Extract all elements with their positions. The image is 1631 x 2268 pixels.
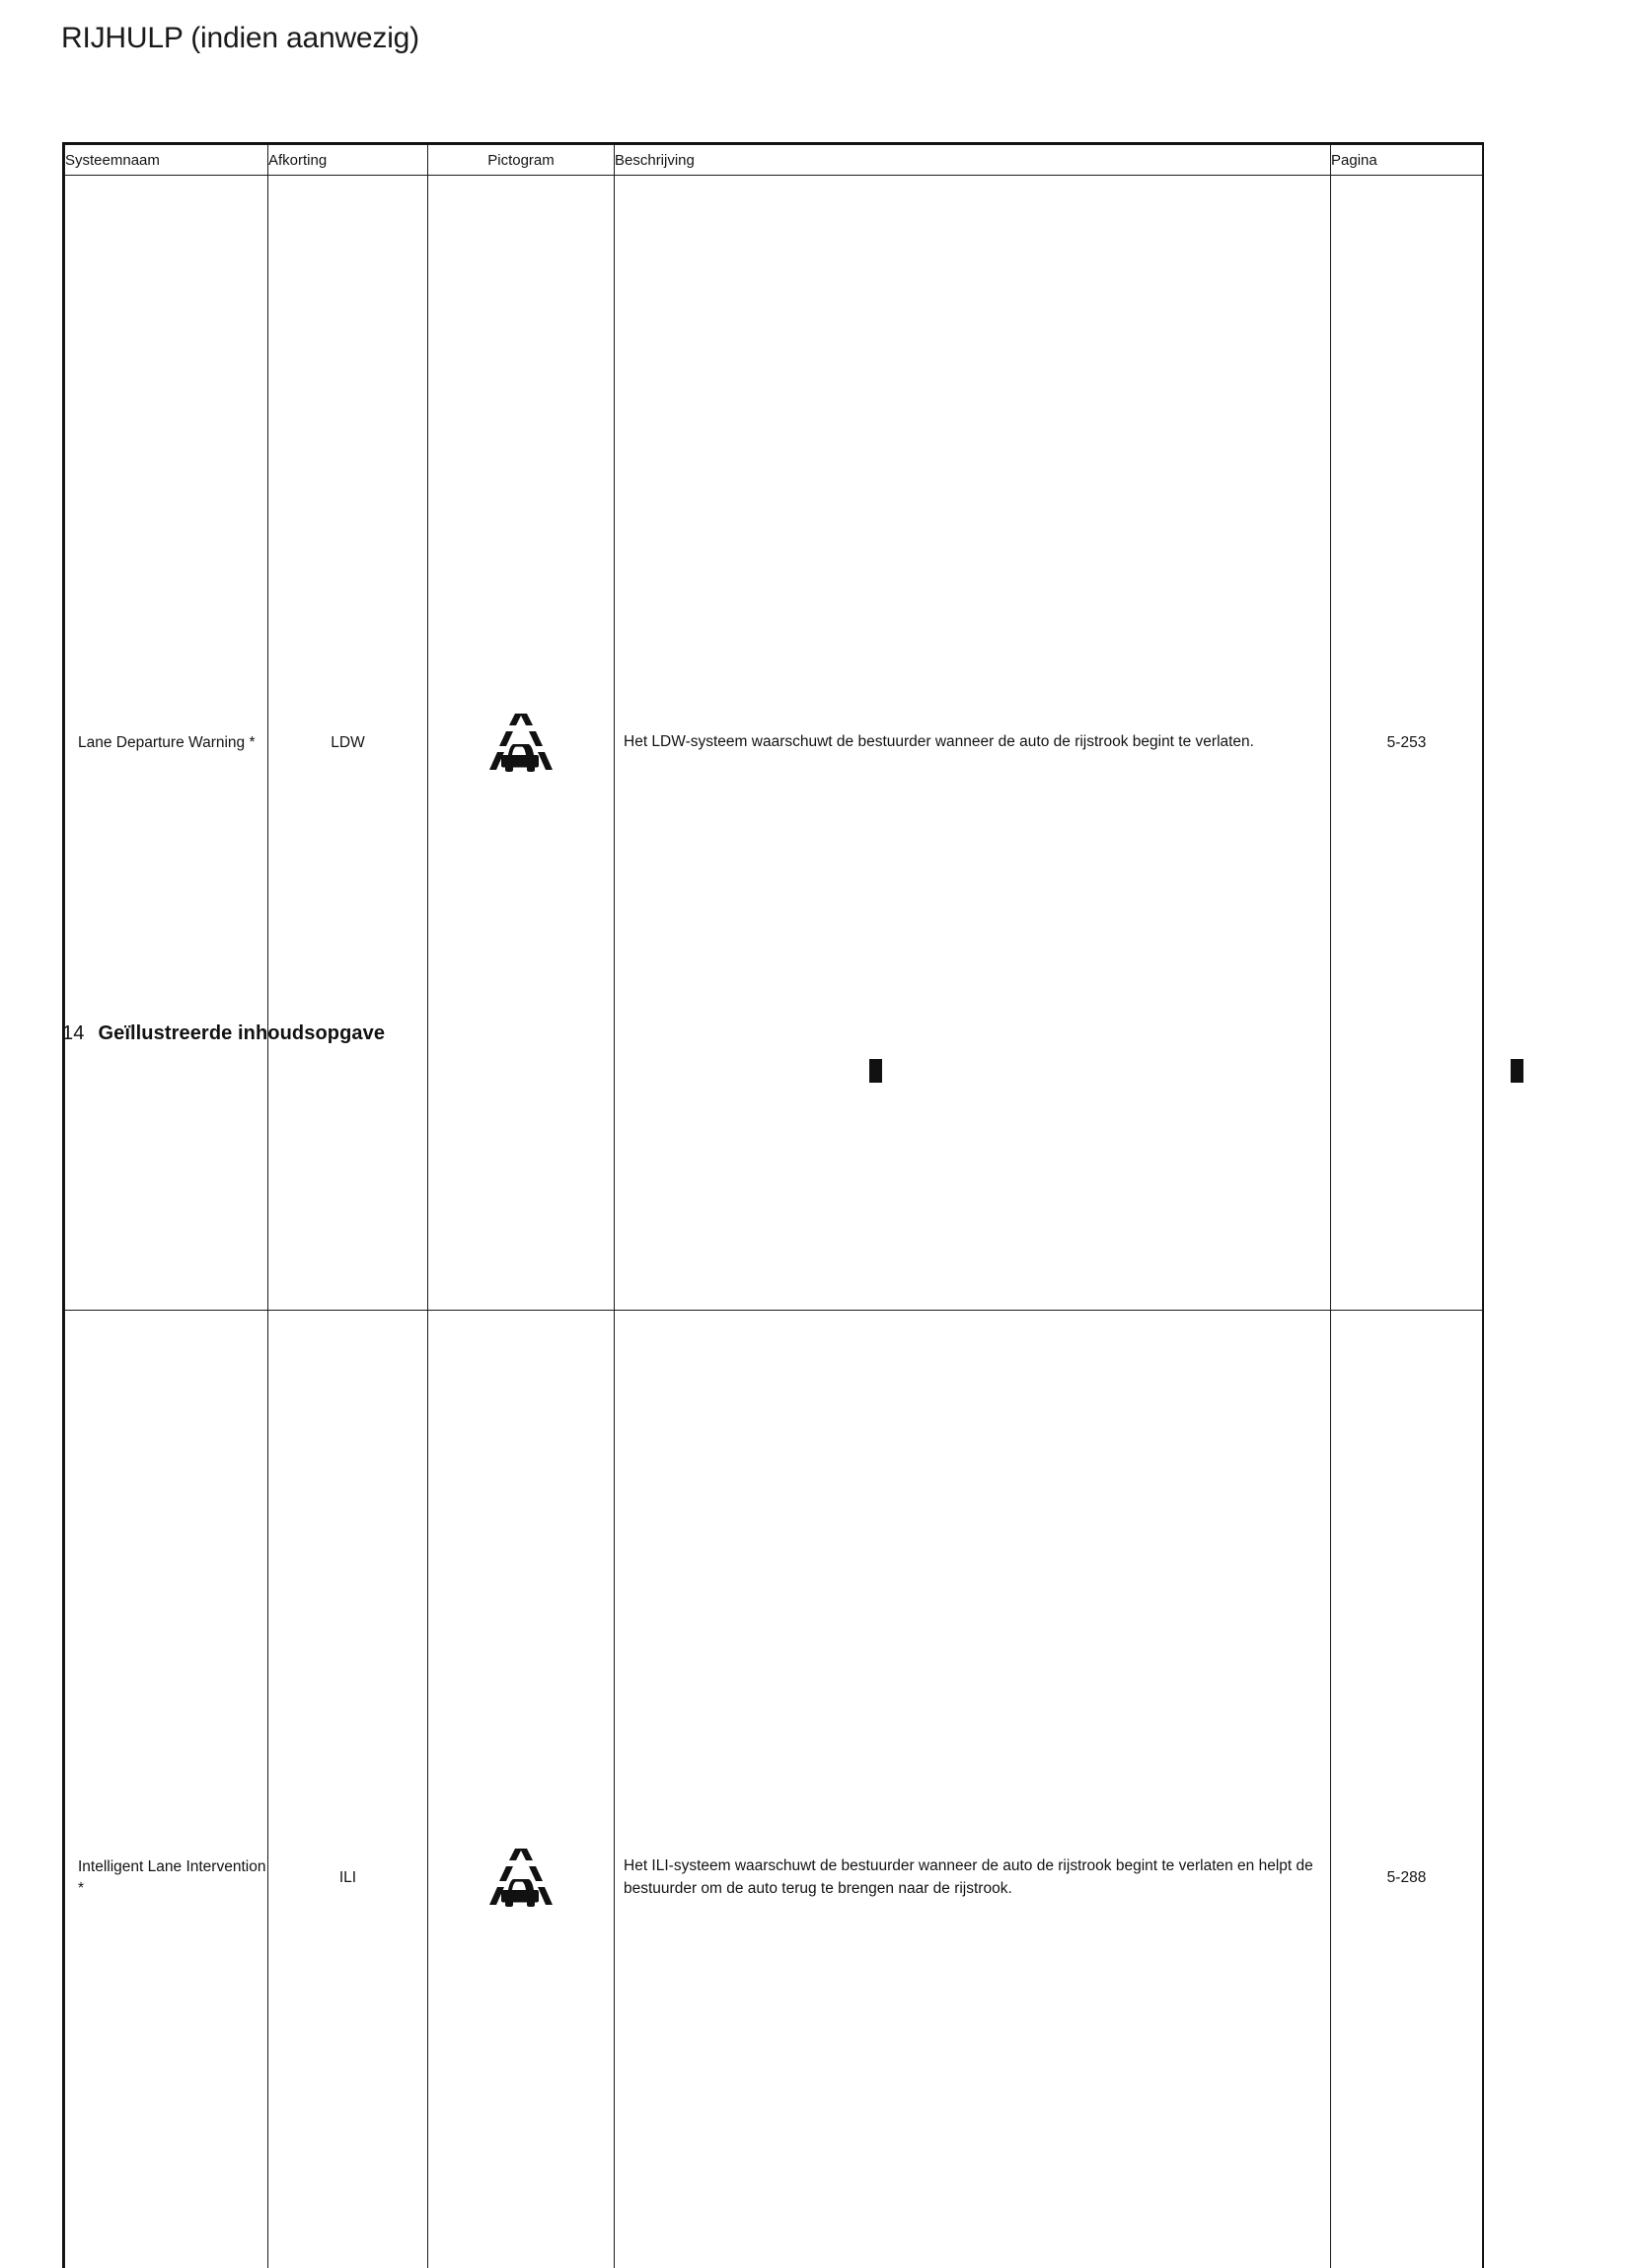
column-header-pictogram: Pictogram [428,145,615,176]
cell-system-name: Lane Departure Warning * [65,176,268,1311]
table-body: Lane Departure Warning *LDW Het LDW-syst… [65,176,1483,2268]
column-header-abbreviation: Afkorting [268,145,428,176]
cell-description: Het ILI-systeem waarschuwt de bestuurder… [615,1311,1331,2268]
document-page: RIJHULP (indien aanwezig) Systeemnaam Af… [0,0,1631,1134]
page-title: RIJHULP (indien aanwezig) [61,22,419,55]
registration-mark-right [1511,1059,1523,1083]
table-row: Intelligent Lane Intervention *ILI Het I… [65,1311,1483,2268]
column-header-page: Pagina [1331,145,1483,176]
cell-pictogram [428,176,615,1311]
intelligent-lane-intervention-icon [428,1846,614,1911]
page-footer: 14 Geïllustreerde inhoudsopgave [62,1022,385,1045]
cell-abbreviation: LDW [268,176,428,1311]
cell-pictogram [428,1311,615,2268]
footer-section-label: Geïllustreerde inhoudsopgave [98,1022,385,1044]
lane-departure-warning-icon [428,711,614,776]
cell-abbreviation: ILI [268,1311,428,2268]
cell-system-name: Intelligent Lane Intervention * [65,1311,268,2268]
column-header-system-name: Systeemnaam [65,145,268,176]
footer-page-number: 14 [62,1022,84,1044]
table-row: Lane Departure Warning *LDW Het LDW-syst… [65,176,1483,1311]
cell-description: Het LDW-systeem waarschuwt de bestuurder… [615,176,1331,1311]
registration-mark-left [869,1059,882,1083]
column-header-description: Beschrijving [615,145,1331,176]
driver-assistance-table: Systeemnaam Afkorting Pictogram Beschrij… [62,142,1484,2268]
table-header-row: Systeemnaam Afkorting Pictogram Beschrij… [65,145,1483,176]
cell-page-reference: 5-288 [1331,1311,1483,2268]
cell-page-reference: 5-253 [1331,176,1483,1311]
